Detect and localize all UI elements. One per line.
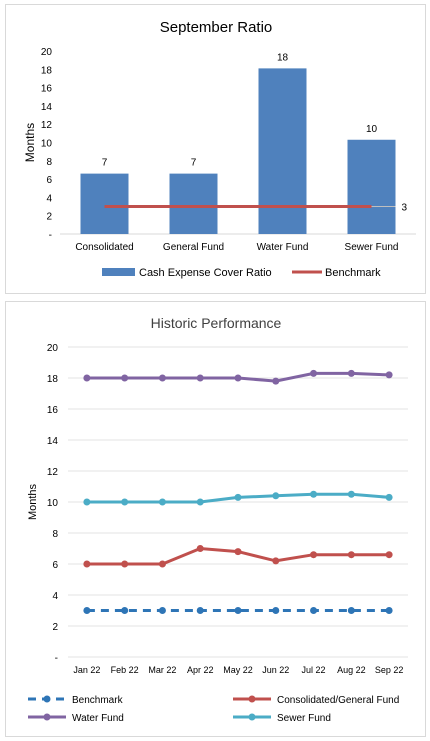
legend-label: Benchmark [325,267,381,279]
bar-data-label: 7 [191,158,197,169]
data-point [196,607,204,614]
bar [347,139,396,234]
bar [258,68,307,234]
data-point [272,377,280,385]
bar-data-label: 7 [102,158,108,169]
legend-marker [248,695,256,703]
data-point [272,492,280,500]
y-tick-label: 18 [47,374,59,385]
y-tick-label: 12 [47,467,59,478]
data-point [121,607,129,614]
data-point [347,551,355,559]
data-point [121,560,129,568]
bar [169,173,218,234]
historic-performance-chart: Historic Performance Months - 2 4 6 8 10 12 14 16 1… [5,301,426,737]
y-tick-label: 8 [52,529,58,540]
september-ratio-svg: September Ratio Months - 2 4 6 8 10 12 14 16 18 20 7 C… [23,19,416,279]
data-point [272,557,280,565]
x-tick-label: Aug 22 [337,665,366,675]
y-axis-label: Months [27,483,39,520]
data-point [83,374,91,382]
y-tick-label: 18 [41,65,53,76]
y-tick-label: 6 [46,175,52,186]
data-point [310,607,318,614]
data-point [158,560,166,568]
y-tick-label: 6 [52,560,58,571]
data-point [158,374,166,382]
data-point [234,493,242,501]
x-tick-label: Water Fund [257,242,309,253]
data-point [310,490,318,498]
y-tick-label: 10 [47,498,59,509]
y-tick-label: 14 [47,436,59,447]
x-tick-label: Sewer Fund [345,242,399,253]
y-tick-label: 20 [47,343,59,354]
y-tick-label: 14 [41,102,53,113]
data-point [121,374,129,382]
data-point [196,374,204,382]
legend-marker [248,713,256,721]
legend-label: Water Fund [72,713,124,724]
y-tick-label: - [49,230,52,241]
legend-label: Sewer Fund [277,713,331,724]
y-tick-label: 4 [52,591,58,602]
benchmark-data-label: 3 [402,203,408,214]
y-tick-label: 4 [46,193,52,204]
chart-title: Historic Performance [151,315,282,331]
x-tick-label: May 22 [223,665,253,675]
data-point [310,369,318,377]
historic-performance-svg: Historic Performance Months - 2 4 6 8 10 12 14 16 1… [27,315,408,724]
legend-marker [43,695,51,703]
data-point [196,498,204,506]
chart-title: September Ratio [160,19,273,36]
y-tick-label: 8 [46,157,52,168]
data-point [385,607,393,614]
y-tick-label: 2 [52,622,58,633]
y-tick-label: - [55,653,58,664]
data-point [121,498,129,506]
x-tick-label: General Fund [163,242,224,253]
legend-marker [43,713,51,721]
x-tick-label: Jul 22 [302,665,326,675]
data-point [234,607,242,614]
bar [80,173,129,234]
data-point [83,607,91,614]
bar-data-label: 10 [366,124,378,135]
data-point [347,490,355,498]
y-tick-label: 16 [47,405,59,416]
y-tick-label: 10 [41,139,53,150]
y-tick-label: 12 [41,120,53,131]
data-point [83,498,91,506]
y-tick-label: 16 [41,84,53,95]
data-point [347,607,355,614]
y-tick-label: 2 [46,212,52,223]
data-point [385,371,393,379]
x-tick-label: Apr 22 [187,665,214,675]
legend-label: Consolidated/General Fund [277,695,399,706]
legend-label: Cash Expense Cover Ratio [139,267,272,279]
legend-label: Benchmark [72,695,124,706]
x-tick-label: Consolidated [75,242,133,253]
x-tick-label: Jun 22 [262,665,289,675]
data-point [196,545,204,552]
data-point [158,498,166,506]
x-tick-label: Mar 22 [148,665,176,675]
data-point [347,369,355,377]
data-point [385,551,393,559]
data-point [272,607,280,614]
data-point [234,374,242,382]
data-point [158,607,166,614]
y-axis-label: Months [23,123,37,162]
data-point [385,493,393,501]
data-point [83,560,91,568]
data-point [310,551,318,559]
x-tick-label: Jan 22 [73,665,100,675]
september-ratio-chart: September Ratio Months - 2 4 6 8 10 12 14 16 18 20 7 C… [5,4,426,294]
legend-swatch-bars [102,268,135,276]
x-tick-label: Feb 22 [111,665,139,675]
y-tick-label: 20 [41,47,53,58]
data-point [234,548,242,556]
x-tick-label: Sep 22 [375,665,404,675]
bar-data-label: 18 [277,52,289,63]
